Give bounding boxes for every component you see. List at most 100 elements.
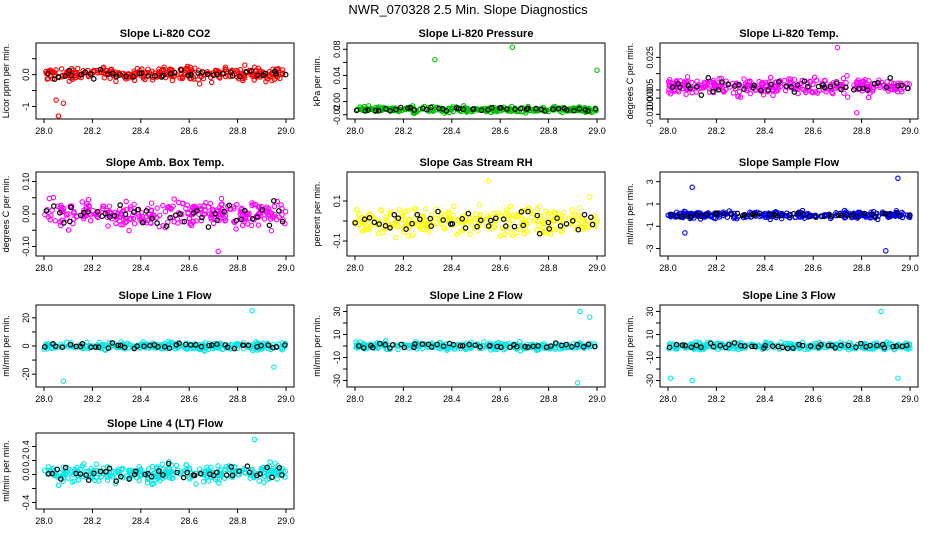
data-point-reference (779, 344, 786, 351)
data-point-reference (59, 344, 66, 351)
x-tick-label: 28.2 (395, 263, 413, 273)
data-point (104, 474, 110, 480)
data-point (745, 83, 751, 89)
data-point (356, 211, 362, 217)
data-point-reference (143, 208, 150, 214)
data-point-reference (97, 468, 104, 475)
data-point (106, 203, 113, 209)
data-point-reference (502, 223, 509, 229)
data-point-reference (265, 342, 272, 348)
data-point-reference (819, 213, 825, 220)
data-point (504, 207, 510, 213)
x-tick-label: 28.4 (132, 394, 150, 404)
data-point (473, 106, 480, 112)
data-point-reference (554, 215, 560, 222)
data-point-reference (470, 106, 477, 112)
data-point (471, 225, 478, 231)
x-tick-label: 28.6 (180, 394, 198, 404)
data-point-reference (67, 341, 74, 348)
data-point (168, 469, 175, 475)
data-point-reference (581, 211, 588, 218)
data-point (123, 198, 129, 205)
data-point (747, 78, 753, 84)
y-axis-label: Licor ppm per min. (1, 44, 11, 119)
data-point-reference (459, 216, 466, 222)
data-point (218, 195, 225, 202)
data-point-reference (360, 344, 367, 351)
data-point-reference (356, 343, 362, 349)
x-tick-label: 28.6 (180, 126, 198, 136)
data-point-reference (99, 213, 106, 220)
data-point (136, 477, 142, 484)
data-point (576, 205, 583, 211)
data-point-reference (123, 73, 130, 80)
data-point (591, 341, 598, 347)
data-point (497, 213, 504, 219)
data-point (378, 207, 384, 213)
data-point (267, 209, 273, 215)
data-point-reference (550, 106, 556, 113)
data-point (225, 203, 231, 210)
data-point-reference (180, 474, 187, 481)
data-point-reference (91, 76, 97, 82)
data-point-reference (861, 210, 868, 217)
data-point-reference (768, 81, 774, 88)
data-point-reference (236, 468, 242, 475)
data-point-reference (407, 105, 414, 111)
data-point-reference (231, 345, 238, 352)
panel-title: Slope Line 2 Flow (430, 290, 523, 302)
data-point-reference (362, 108, 369, 114)
data-point (445, 209, 452, 215)
data-point (249, 71, 256, 77)
data-point-reference (845, 342, 852, 349)
data-point-reference (77, 471, 84, 477)
data-point-reference (557, 223, 564, 229)
data-point (149, 77, 156, 83)
data-point-outlier (577, 308, 583, 315)
data-point-reference (366, 215, 373, 221)
data-point (45, 464, 52, 470)
data-point-reference (525, 105, 531, 112)
data-point-reference (710, 88, 716, 95)
data-point (53, 67, 59, 73)
x-tick-label: 28.6 (804, 126, 822, 136)
y-tick-label: -0.02 (332, 104, 342, 125)
data-point-reference (214, 469, 220, 476)
y-tick-label: -20 (21, 368, 31, 381)
data-point-reference (386, 345, 393, 351)
panel-title: Slope Li-820 CO2 (120, 28, 210, 40)
x-tick-label: 29.0 (277, 394, 295, 404)
data-point-reference (352, 220, 358, 226)
data-point (278, 202, 284, 208)
data-point-reference (243, 69, 249, 75)
data-point (277, 75, 283, 82)
data-point-reference (178, 67, 184, 73)
data-point-reference (185, 72, 192, 79)
data-point (405, 207, 411, 214)
data-point-reference (487, 342, 493, 349)
data-point (558, 105, 564, 112)
data-point-reference (679, 342, 686, 348)
data-point-reference (210, 472, 217, 479)
data-point-reference (45, 470, 52, 477)
data-point-reference (796, 341, 802, 348)
data-point-reference (592, 106, 599, 112)
data-point-reference (783, 83, 790, 89)
data-point (392, 342, 399, 348)
data-point (554, 217, 560, 223)
x-tick-label: 28.2 (708, 263, 726, 273)
data-point (159, 461, 165, 467)
data-point (726, 344, 733, 350)
data-point-reference (890, 343, 897, 350)
data-point (144, 476, 151, 483)
data-point (115, 468, 121, 475)
data-point-reference (887, 75, 894, 81)
data-point (380, 229, 386, 236)
data-point (268, 227, 275, 234)
data-point-reference (273, 70, 279, 77)
x-tick-label: 29.0 (901, 126, 919, 136)
data-point (201, 343, 207, 350)
data-point-reference (705, 75, 712, 81)
scatter-points (42, 194, 289, 255)
data-point (58, 66, 65, 72)
